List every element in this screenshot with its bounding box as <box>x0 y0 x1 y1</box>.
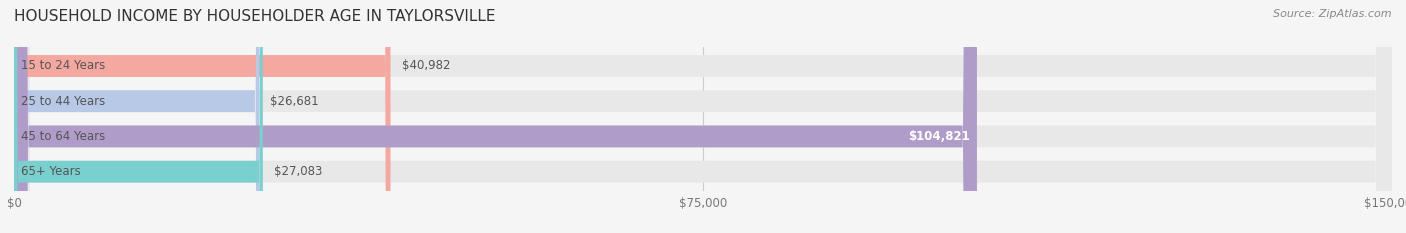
FancyBboxPatch shape <box>14 0 1392 233</box>
Text: 15 to 24 Years: 15 to 24 Years <box>21 59 105 72</box>
FancyBboxPatch shape <box>14 0 259 233</box>
Text: $40,982: $40,982 <box>402 59 450 72</box>
FancyBboxPatch shape <box>14 0 977 233</box>
Text: $26,681: $26,681 <box>270 95 319 108</box>
Text: $104,821: $104,821 <box>908 130 970 143</box>
Text: 65+ Years: 65+ Years <box>21 165 80 178</box>
FancyBboxPatch shape <box>14 0 1392 233</box>
FancyBboxPatch shape <box>14 0 1392 233</box>
FancyBboxPatch shape <box>14 0 263 233</box>
Text: HOUSEHOLD INCOME BY HOUSEHOLDER AGE IN TAYLORSVILLE: HOUSEHOLD INCOME BY HOUSEHOLDER AGE IN T… <box>14 9 495 24</box>
Text: $27,083: $27,083 <box>274 165 322 178</box>
Text: Source: ZipAtlas.com: Source: ZipAtlas.com <box>1274 9 1392 19</box>
FancyBboxPatch shape <box>14 0 1392 233</box>
Text: 25 to 44 Years: 25 to 44 Years <box>21 95 105 108</box>
Text: 45 to 64 Years: 45 to 64 Years <box>21 130 105 143</box>
FancyBboxPatch shape <box>14 0 391 233</box>
